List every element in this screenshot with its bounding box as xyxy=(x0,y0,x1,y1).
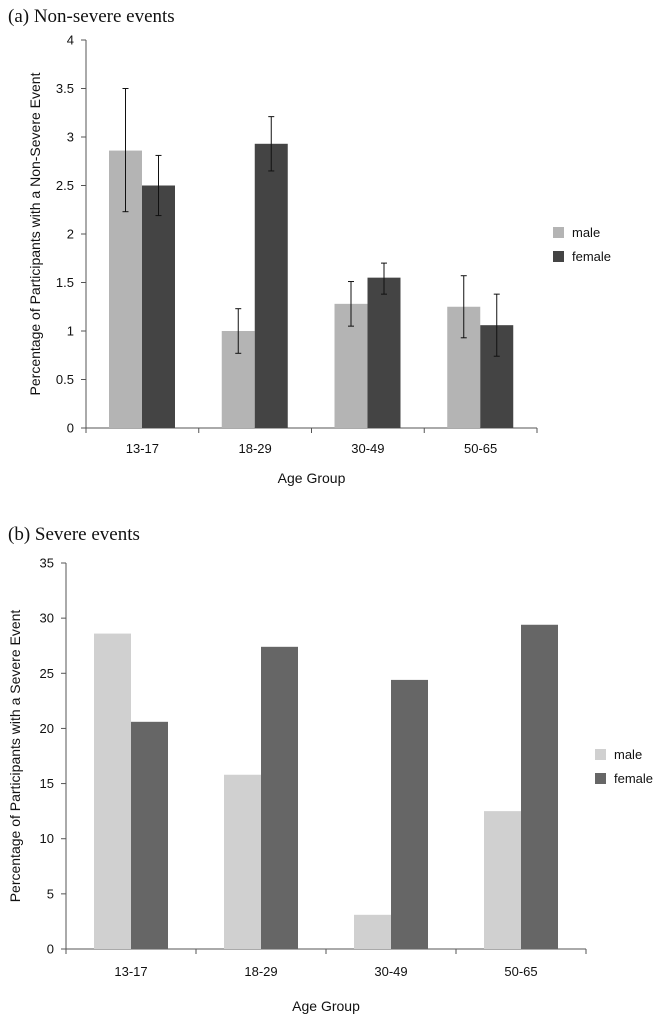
bar-female-18-29 xyxy=(254,143,288,429)
y-tick-label: 3 xyxy=(67,130,74,145)
y-tick-label: 0.5 xyxy=(56,372,74,387)
bar-male-18-29 xyxy=(224,774,261,949)
legend-label-female: female xyxy=(572,249,611,264)
y-tick-label: 20 xyxy=(40,721,54,736)
bar-female-18-29 xyxy=(261,646,298,949)
y-tick-label: 5 xyxy=(47,886,54,901)
legend-swatch-female xyxy=(595,773,606,784)
y-tick-label: 10 xyxy=(40,831,54,846)
x-tick-label: 18-29 xyxy=(239,441,272,456)
legend-swatch-male xyxy=(553,227,564,238)
y-tick-label: 2 xyxy=(67,227,74,242)
panel-title: (b) Severe events xyxy=(8,524,140,545)
bar-female-30-49 xyxy=(367,277,401,428)
legend-label-male: male xyxy=(572,225,600,240)
legend-label-female: female xyxy=(614,771,653,786)
chart-non-severe-events: (a) Non-severe events 0 0.5 1 1.5 2 2.5 3 3.5 4 1… xyxy=(8,6,611,486)
x-tick-label: 18-29 xyxy=(244,964,277,979)
y-tick-label: 30 xyxy=(40,611,54,626)
x-tick-label: 50-65 xyxy=(464,441,497,456)
y-tick-label: 4 xyxy=(67,33,74,48)
chart-severe-events: (b) Severe events 0 5 10 15 20 25 30 35 13-17 18-… xyxy=(7,524,653,1014)
x-axis-title: Age Group xyxy=(292,998,360,1014)
x-tick-label: 13-17 xyxy=(114,964,147,979)
y-tick-label: 1.5 xyxy=(56,275,74,290)
bar-male-30-49 xyxy=(354,914,391,949)
panel-title: (a) Non-severe events xyxy=(8,6,175,27)
x-tick-label: 30-49 xyxy=(374,964,407,979)
y-tick-label: 1 xyxy=(67,324,74,339)
y-axis-title: Percentage of Participants with a Severe… xyxy=(7,610,23,903)
bar-male-50-65 xyxy=(484,811,521,949)
y-tick-label: 3.5 xyxy=(56,81,74,96)
y-axis-title: Percentage of Participants with a Non-Se… xyxy=(27,72,43,395)
legend-label-male: male xyxy=(614,747,642,762)
y-tick-label: 2.5 xyxy=(56,178,74,193)
bar-female-50-65 xyxy=(521,624,558,949)
y-tick-label: 35 xyxy=(40,556,54,571)
bar-male-13-17 xyxy=(94,633,131,949)
legend-swatch-female xyxy=(553,251,564,262)
x-axis-title: Age Group xyxy=(278,470,346,486)
bar-female-13-17 xyxy=(131,721,168,949)
bar-female-13-17 xyxy=(142,185,175,428)
x-tick-label: 50-65 xyxy=(504,964,537,979)
y-tick-label: 25 xyxy=(40,666,54,681)
bar-female-30-49 xyxy=(391,679,428,949)
legend-swatch-male xyxy=(595,749,606,760)
y-tick-label: 0 xyxy=(47,942,54,957)
x-tick-label: 30-49 xyxy=(351,441,384,456)
y-tick-label: 0 xyxy=(67,421,74,436)
x-tick-label: 13-17 xyxy=(126,441,159,456)
y-tick-label: 15 xyxy=(40,776,54,791)
